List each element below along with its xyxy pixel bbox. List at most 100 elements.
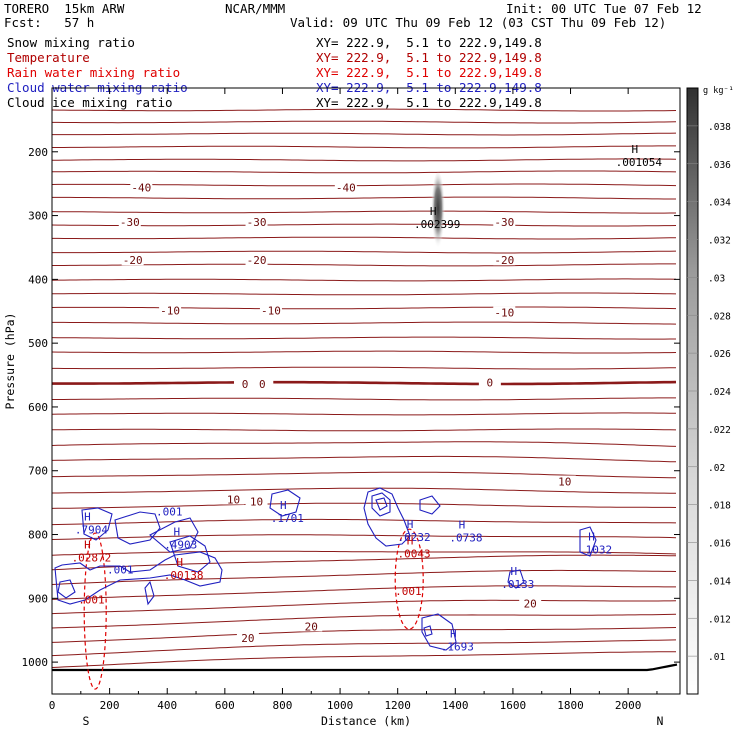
isotherm-line <box>52 306 677 310</box>
isotherm-label-bg <box>245 254 268 266</box>
extremum-value-label: .0043 <box>398 548 431 561</box>
extremum-high-marker: H <box>588 531 595 544</box>
field-name-rain: Rain water mixing ratio <box>7 65 181 80</box>
isotherm-line <box>52 170 677 174</box>
y-tick-label: 700 <box>28 465 48 478</box>
y-tick-label: 200 <box>28 146 48 159</box>
extremum-high-marker: H <box>430 205 437 218</box>
colorbar-tick-label: .012 <box>708 614 731 625</box>
extremum-value-label: .00138 <box>164 569 204 582</box>
extremum-value-label: .002399 <box>414 218 460 231</box>
x-tick-label: 1800 <box>557 699 584 712</box>
colorbar-tick-label: .01 <box>708 652 725 663</box>
isotherm-label: 0 <box>259 378 266 391</box>
x-tick-label: 0 <box>49 699 56 712</box>
isotherm-label-bg <box>130 181 153 193</box>
isotherm-line <box>52 120 677 124</box>
extremum-value-label: .4903 <box>164 539 197 552</box>
valid-time: Valid: 09 UTC Thu 09 Feb 12 (03 CST Thu … <box>290 15 667 30</box>
isotherm-line <box>52 455 677 463</box>
isotherm-label: 10 <box>558 476 571 489</box>
isotherm-line <box>52 441 677 447</box>
field-xy-snow: XY= 222.9, 5.1 to 222.9,149.8 <box>316 35 542 50</box>
isotherm-line <box>52 366 677 370</box>
isotherm-label-bg <box>493 254 516 266</box>
isotherm-line <box>52 471 676 479</box>
isotherm-line <box>52 599 677 615</box>
x-tick-label: 1200 <box>384 699 411 712</box>
cloud-water-contour <box>507 569 525 589</box>
field-xy-temperature: XY= 222.9, 5.1 to 222.9,149.8 <box>316 50 542 65</box>
extremum-high-marker: H <box>510 565 517 578</box>
colorbar-tick-label: .02 <box>708 463 725 474</box>
init-time: Init: 00 UTC Tue 07 Feb 12 <box>506 1 702 16</box>
north-end-label: N <box>657 714 664 728</box>
cloud-water-contour <box>371 492 391 517</box>
cloud-water-contour <box>144 580 155 606</box>
isotherm-label: 10 <box>227 493 240 506</box>
isotherm-line <box>52 412 676 416</box>
cloud-water-contour <box>114 511 161 545</box>
extremum-value-label: .1701 <box>271 512 304 525</box>
isotherm-label: -10 <box>160 305 180 318</box>
isotherm-label-bg <box>118 215 141 227</box>
x-tick-label: 1600 <box>500 699 527 712</box>
extremum-value-label: .0133 <box>501 578 534 591</box>
field-name-cloud-ice: Cloud ice mixing ratio <box>7 95 173 110</box>
isotherm-line <box>52 250 677 254</box>
isotherm-label: 20 <box>241 632 254 645</box>
isotherm-label-bg <box>478 376 501 388</box>
y-tick-label: 900 <box>28 592 48 605</box>
isotherm-line <box>52 518 677 526</box>
isotherm-line <box>52 263 676 267</box>
colorbar-tick-label: .024 <box>708 387 731 398</box>
isotherm-label-bg <box>493 215 516 227</box>
extremum-value-label: .001 <box>78 593 105 606</box>
isotherm-line <box>52 336 676 340</box>
isotherm-line <box>52 210 676 214</box>
rain-contour <box>394 528 424 630</box>
x-tick-label: 1000 <box>327 699 354 712</box>
extremum-value-label: .001 <box>156 505 183 518</box>
extremum-high-marker: H <box>459 519 466 532</box>
rain-contour <box>83 532 107 690</box>
isotherm-line <box>52 554 677 571</box>
isotherm-label-bg <box>245 215 268 227</box>
x-tick-label: 400 <box>157 699 177 712</box>
isotherm-line <box>52 236 677 240</box>
cloud-water-contour <box>57 579 76 599</box>
extremum-high-marker: H <box>407 518 414 531</box>
y-axis-label: Pressure (hPa) <box>3 313 17 410</box>
isotherm-label-bg <box>251 377 274 389</box>
plot-frame <box>51 87 681 695</box>
isotherm-line <box>52 550 677 556</box>
x-tick-label: 2000 <box>615 699 642 712</box>
isotherm-line <box>52 183 677 187</box>
isotherm-label-bg <box>493 306 516 318</box>
cloud-water-contour <box>423 625 433 637</box>
isotherm-line <box>52 627 677 643</box>
isotherm-label: 20 <box>524 597 537 610</box>
colorbar: .01 .012 .014 .016 .018 .02 .022 .024 .026 .028 .0… <box>686 86 734 695</box>
y-tick-label: 400 <box>28 273 48 286</box>
cloud-water-contour <box>149 517 199 553</box>
isotherm-line <box>52 278 677 282</box>
isotherm-label: -40 <box>131 182 151 195</box>
isotherm-line <box>52 639 677 657</box>
extremum-value-label: .7904 <box>75 523 108 536</box>
extremum-value-label: .0738 <box>449 532 482 545</box>
isotherm-label-bg <box>553 475 576 487</box>
hydrometeor-contours <box>54 172 597 690</box>
isotherm-line <box>52 534 677 540</box>
isotherm-line <box>52 158 677 162</box>
y-tick-label: 800 <box>28 529 48 542</box>
isotherm-label: -20 <box>247 254 267 267</box>
field-xy-rain: XY= 222.9, 5.1 to 222.9,149.8 <box>316 65 542 80</box>
extremum-high-marker: H <box>407 535 414 548</box>
colorbar-tick-label: .032 <box>708 236 731 247</box>
isotherm-label-bg <box>222 493 245 505</box>
isotherm-label-bg <box>236 631 259 643</box>
contour-labels: -40 -40-30 -30 -30-20 -20 -20-10 -10 -100 0 010 10… <box>72 143 663 654</box>
isotherm-line <box>52 292 677 296</box>
